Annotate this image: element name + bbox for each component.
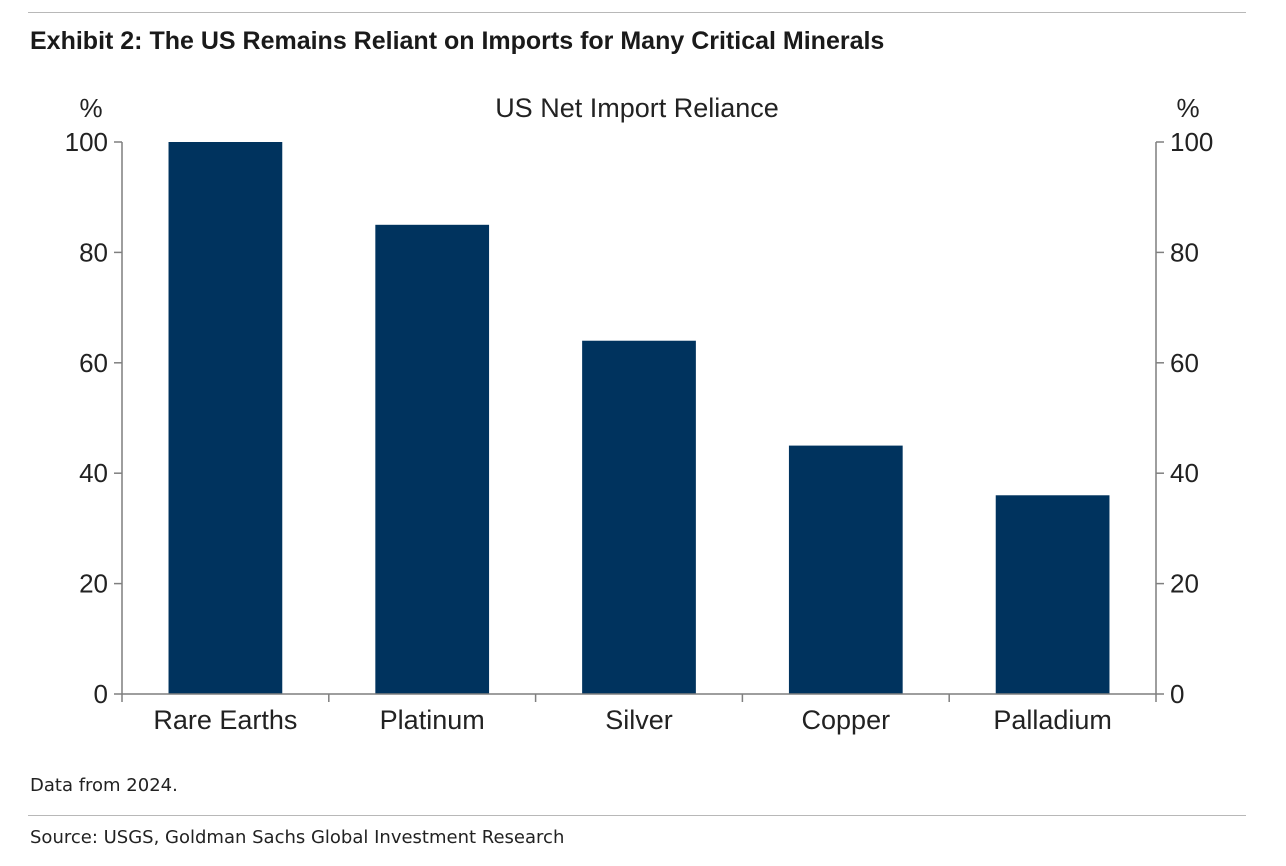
right-y-tick-label: 20	[1170, 569, 1199, 599]
category-label: Rare Earths	[153, 705, 297, 735]
bar-platinum	[375, 224, 490, 695]
left-y-tick-label: 100	[65, 127, 108, 157]
right-y-tick-label: 60	[1170, 348, 1199, 378]
left-y-tick-label: 80	[79, 237, 108, 267]
right-y-tick-label: 80	[1170, 237, 1199, 267]
right-y-tick-label: 0	[1170, 679, 1184, 709]
bar-palladium	[995, 495, 1110, 694]
bar-chart: US Net Import Reliance % % Rare Earths Pl…	[65, 93, 1214, 735]
left-axis-unit: %	[79, 93, 102, 123]
data-note: Data from 2024.	[30, 775, 178, 796]
left-y-tick-label: 0	[94, 679, 108, 709]
category-label: Silver	[605, 705, 673, 735]
bars-group	[168, 142, 1110, 695]
right-y-tick-label: 40	[1170, 458, 1199, 488]
chart-title: US Net Import Reliance	[495, 93, 779, 123]
right-axis-unit: %	[1176, 93, 1199, 123]
left-y-tick-label: 40	[79, 458, 108, 488]
right-y-tick-label: 100	[1170, 127, 1213, 157]
left-y-tick-label: 20	[79, 569, 108, 599]
left-y-tick-label: 60	[79, 348, 108, 378]
category-label: Copper	[802, 705, 891, 735]
bar-rare-earths	[168, 142, 283, 694]
bottom-rule	[28, 815, 1246, 816]
bar-copper	[788, 445, 903, 694]
axes-group	[114, 141, 1164, 702]
bar-silver	[582, 340, 696, 694]
source-line: Source: USGS, Goldman Sachs Global Inves…	[30, 827, 565, 848]
exhibit-title: Exhibit 2: The US Remains Reliant on Imp…	[30, 27, 885, 55]
category-label: Platinum	[380, 705, 485, 735]
labels-group: Rare Earths Platinum Silver Copper Palladium…	[65, 127, 1214, 735]
top-rule	[28, 12, 1246, 13]
category-label: Palladium	[993, 705, 1112, 735]
